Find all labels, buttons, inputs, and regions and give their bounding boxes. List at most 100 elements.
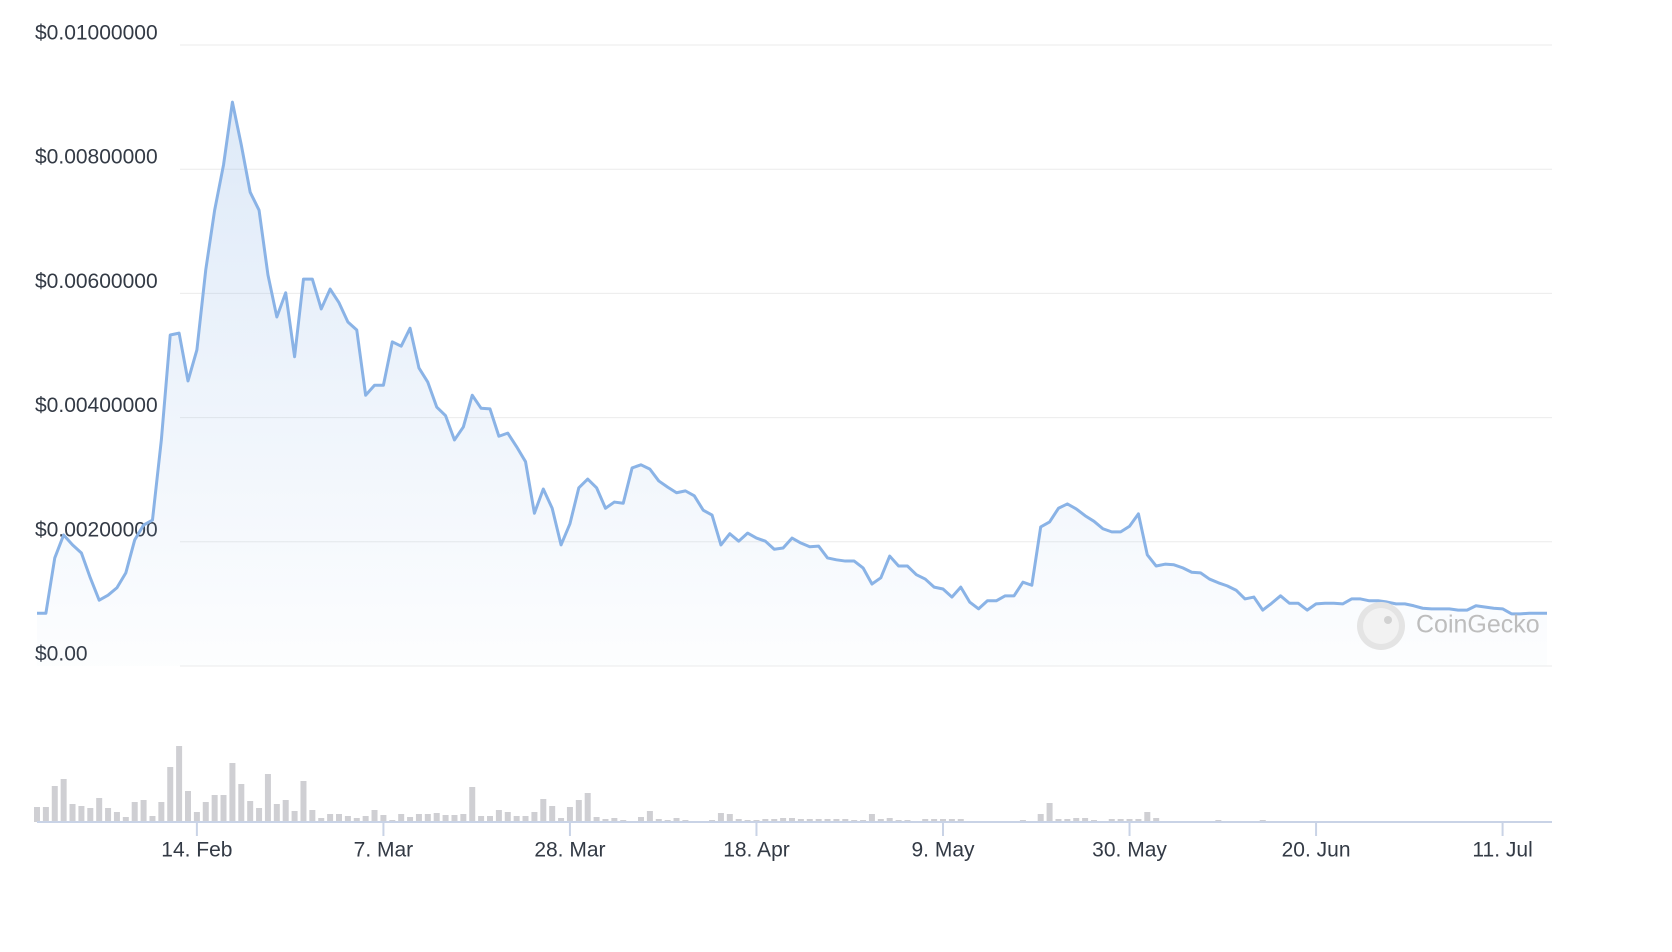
volume-bar	[789, 818, 795, 822]
x-tick-label: 9. May	[911, 839, 975, 862]
volume-bar	[1055, 819, 1062, 822]
volume-bar	[806, 819, 813, 822]
volume-bar	[513, 816, 520, 822]
volume-bar	[238, 784, 245, 822]
volume-bar	[868, 814, 875, 822]
watermark-text: CoinGecko	[1416, 611, 1540, 639]
volume-bar	[140, 800, 147, 822]
volume-bar	[673, 818, 680, 822]
volume-bar	[158, 802, 165, 822]
volume-bar	[362, 816, 369, 822]
volume-bar	[149, 816, 156, 822]
volume-bar	[1135, 819, 1142, 822]
volume-bar	[886, 818, 893, 822]
volume-bar	[229, 763, 236, 822]
volume-bar	[300, 781, 307, 822]
volume-bar	[540, 799, 547, 822]
volume-bar	[940, 819, 946, 822]
volume-bar	[451, 815, 458, 822]
volume-bar	[1082, 818, 1089, 822]
volume-bar	[415, 814, 422, 822]
x-tick-label: 11. Jul	[1472, 839, 1532, 862]
price-line	[37, 100, 1547, 616]
x-tick-label: 14. Feb	[161, 839, 232, 862]
volume-bar	[842, 819, 849, 822]
volume-bar	[202, 802, 209, 822]
volume-bar	[327, 814, 334, 822]
volume-bar	[96, 798, 103, 822]
volume-bar	[717, 813, 724, 822]
volume-bar	[105, 808, 112, 822]
volume-bar	[318, 818, 325, 822]
volume-bar	[1073, 818, 1080, 822]
volume-bar	[931, 819, 938, 822]
volume-bar	[1126, 819, 1133, 822]
volume-bar	[131, 802, 138, 822]
volume-bar	[211, 795, 218, 822]
x-tick-label: 28. Mar	[534, 839, 605, 862]
volume-bar	[566, 807, 573, 822]
volume-bar	[167, 767, 174, 822]
volume-bar	[185, 791, 191, 822]
x-tick-label: 20. Jun	[1282, 839, 1351, 862]
volume-bar	[407, 817, 414, 822]
volume-bar	[34, 807, 40, 822]
volume-bar	[771, 819, 778, 822]
y-tick-label: $0.01000000	[35, 22, 158, 45]
watermark-logo-eye	[1384, 616, 1392, 624]
volume-bar	[264, 774, 271, 822]
x-tick-label: 7. Mar	[354, 839, 414, 862]
volume-bar	[558, 818, 565, 822]
volume-bar	[256, 808, 263, 822]
volume-bar	[433, 813, 440, 822]
volume-bar	[344, 816, 351, 822]
volume-bar	[504, 812, 511, 822]
volume-bar	[646, 811, 653, 822]
volume-bar	[824, 819, 831, 822]
volume-bar	[638, 817, 644, 822]
volume-bar	[282, 800, 289, 822]
volume-bar	[442, 815, 449, 822]
volume-bar	[487, 816, 493, 822]
volume-bar	[1117, 819, 1124, 822]
volume-bar	[69, 804, 76, 822]
volume-bar	[398, 814, 405, 822]
volume-bar	[193, 812, 200, 822]
volume-bar	[220, 795, 227, 822]
volume-bar	[593, 817, 600, 822]
volume-bar	[113, 812, 120, 822]
volume-bar	[948, 819, 955, 822]
volume-bar	[478, 816, 485, 822]
volume-bar	[1153, 818, 1160, 822]
volume-bar	[1046, 803, 1053, 822]
volume-bar	[1037, 814, 1044, 822]
volume-bar	[495, 810, 502, 822]
volume-bar	[122, 817, 129, 822]
volume-bar	[371, 810, 378, 822]
volume-bar	[78, 806, 85, 822]
watermark: CoinGecko	[1357, 602, 1540, 650]
volume-bar	[726, 814, 733, 822]
volume-bar	[602, 819, 609, 822]
volume-bar	[273, 804, 280, 822]
volume-bar	[584, 793, 591, 822]
volume-bar	[957, 819, 964, 822]
volume-bar	[60, 779, 67, 822]
volume-bar	[87, 808, 94, 822]
volume-bar	[424, 814, 431, 822]
price-area	[37, 102, 1547, 666]
volume-bar	[353, 818, 360, 822]
volume-bar	[531, 812, 538, 822]
volume-bar	[833, 819, 840, 822]
volume-bar	[549, 806, 556, 822]
y-tick-label: $0.00800000	[35, 146, 158, 169]
volume-bar	[469, 787, 476, 822]
volume-bar	[336, 814, 342, 822]
volume-bar	[877, 819, 884, 822]
volume-bar	[815, 819, 822, 822]
volume-bar	[735, 819, 742, 822]
volume-bar	[575, 800, 582, 822]
volume-bar	[1144, 812, 1151, 822]
